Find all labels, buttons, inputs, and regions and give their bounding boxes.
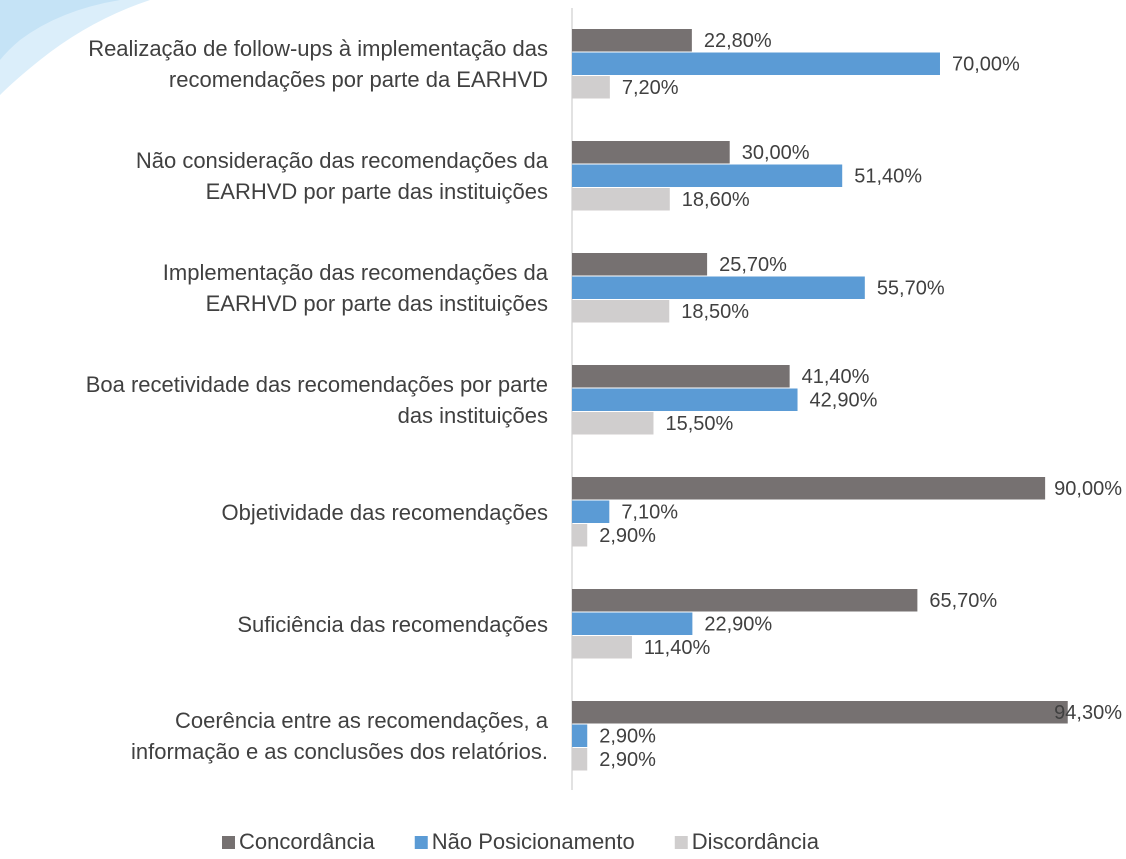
value-label: 2,90% [599,749,656,771]
category-label: Não consideração das recomendações da EA… [135,148,548,205]
value-label: 94,30% [1054,702,1122,724]
value-label: 18,50% [681,301,749,323]
category-label: Boa recetividade das recomendações por p… [85,372,548,429]
legend-label: Não Posicionamento [432,829,635,854]
value-label: 30,00% [742,142,810,164]
category-label: Suficiência das recomendações [237,611,548,637]
bar [572,300,670,323]
value-label: 25,70% [719,254,787,276]
bar [572,477,1046,500]
bar [572,76,610,99]
bar [572,589,918,612]
value-label: 11,40% [644,637,711,659]
bar [572,524,588,547]
value-label: 55,70% [877,278,945,300]
value-label: 51,40% [854,166,922,188]
value-label: 2,90% [599,525,656,547]
bar [572,365,790,388]
bar [572,748,588,771]
value-label: 22,90% [704,614,772,636]
bar [572,724,588,747]
decoration [0,0,120,60]
category-label: Realização de follow-ups à implementação… [88,36,548,93]
value-label: 22,80% [704,30,772,52]
value-label: 18,60% [682,189,750,211]
bar [572,500,610,523]
bar [572,188,670,211]
bar [572,164,843,187]
value-label: 2,90% [599,726,656,748]
legend-swatch [674,836,688,849]
bar [572,29,692,52]
category-label: Implementação das recomendações da EARHV… [162,260,548,317]
category-label: Objetividade das recomendações [221,499,548,525]
bar [572,253,708,276]
bar [572,612,693,635]
value-label: 41,40% [802,366,870,388]
legend-label: Discordância [692,829,820,854]
category-label: Coerência entre as recomendações, a info… [131,708,548,765]
value-label: 65,70% [929,590,997,612]
value-label: 7,10% [621,502,678,524]
bar [572,276,865,299]
value-label: 90,00% [1054,478,1122,500]
value-label: 7,20% [622,77,679,99]
bar [572,388,798,411]
legend-label: Concordância [239,829,376,854]
bar [572,636,632,659]
bar [572,701,1068,724]
bar [572,52,940,75]
legend-swatch [222,836,235,849]
value-label: 15,50% [665,413,733,435]
bar [572,141,730,164]
value-label: 70,00% [952,54,1020,76]
legend-swatch [414,836,428,849]
bar [572,412,654,435]
value-label: 42,90% [810,390,878,412]
